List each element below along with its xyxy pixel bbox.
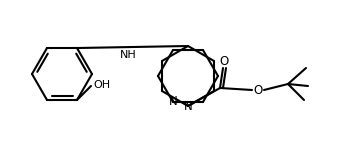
Text: N: N	[169, 95, 177, 108]
Text: NH: NH	[120, 50, 137, 60]
Text: N: N	[184, 99, 192, 112]
Text: O: O	[253, 83, 263, 96]
Text: O: O	[219, 54, 229, 67]
Text: OH: OH	[93, 80, 110, 90]
